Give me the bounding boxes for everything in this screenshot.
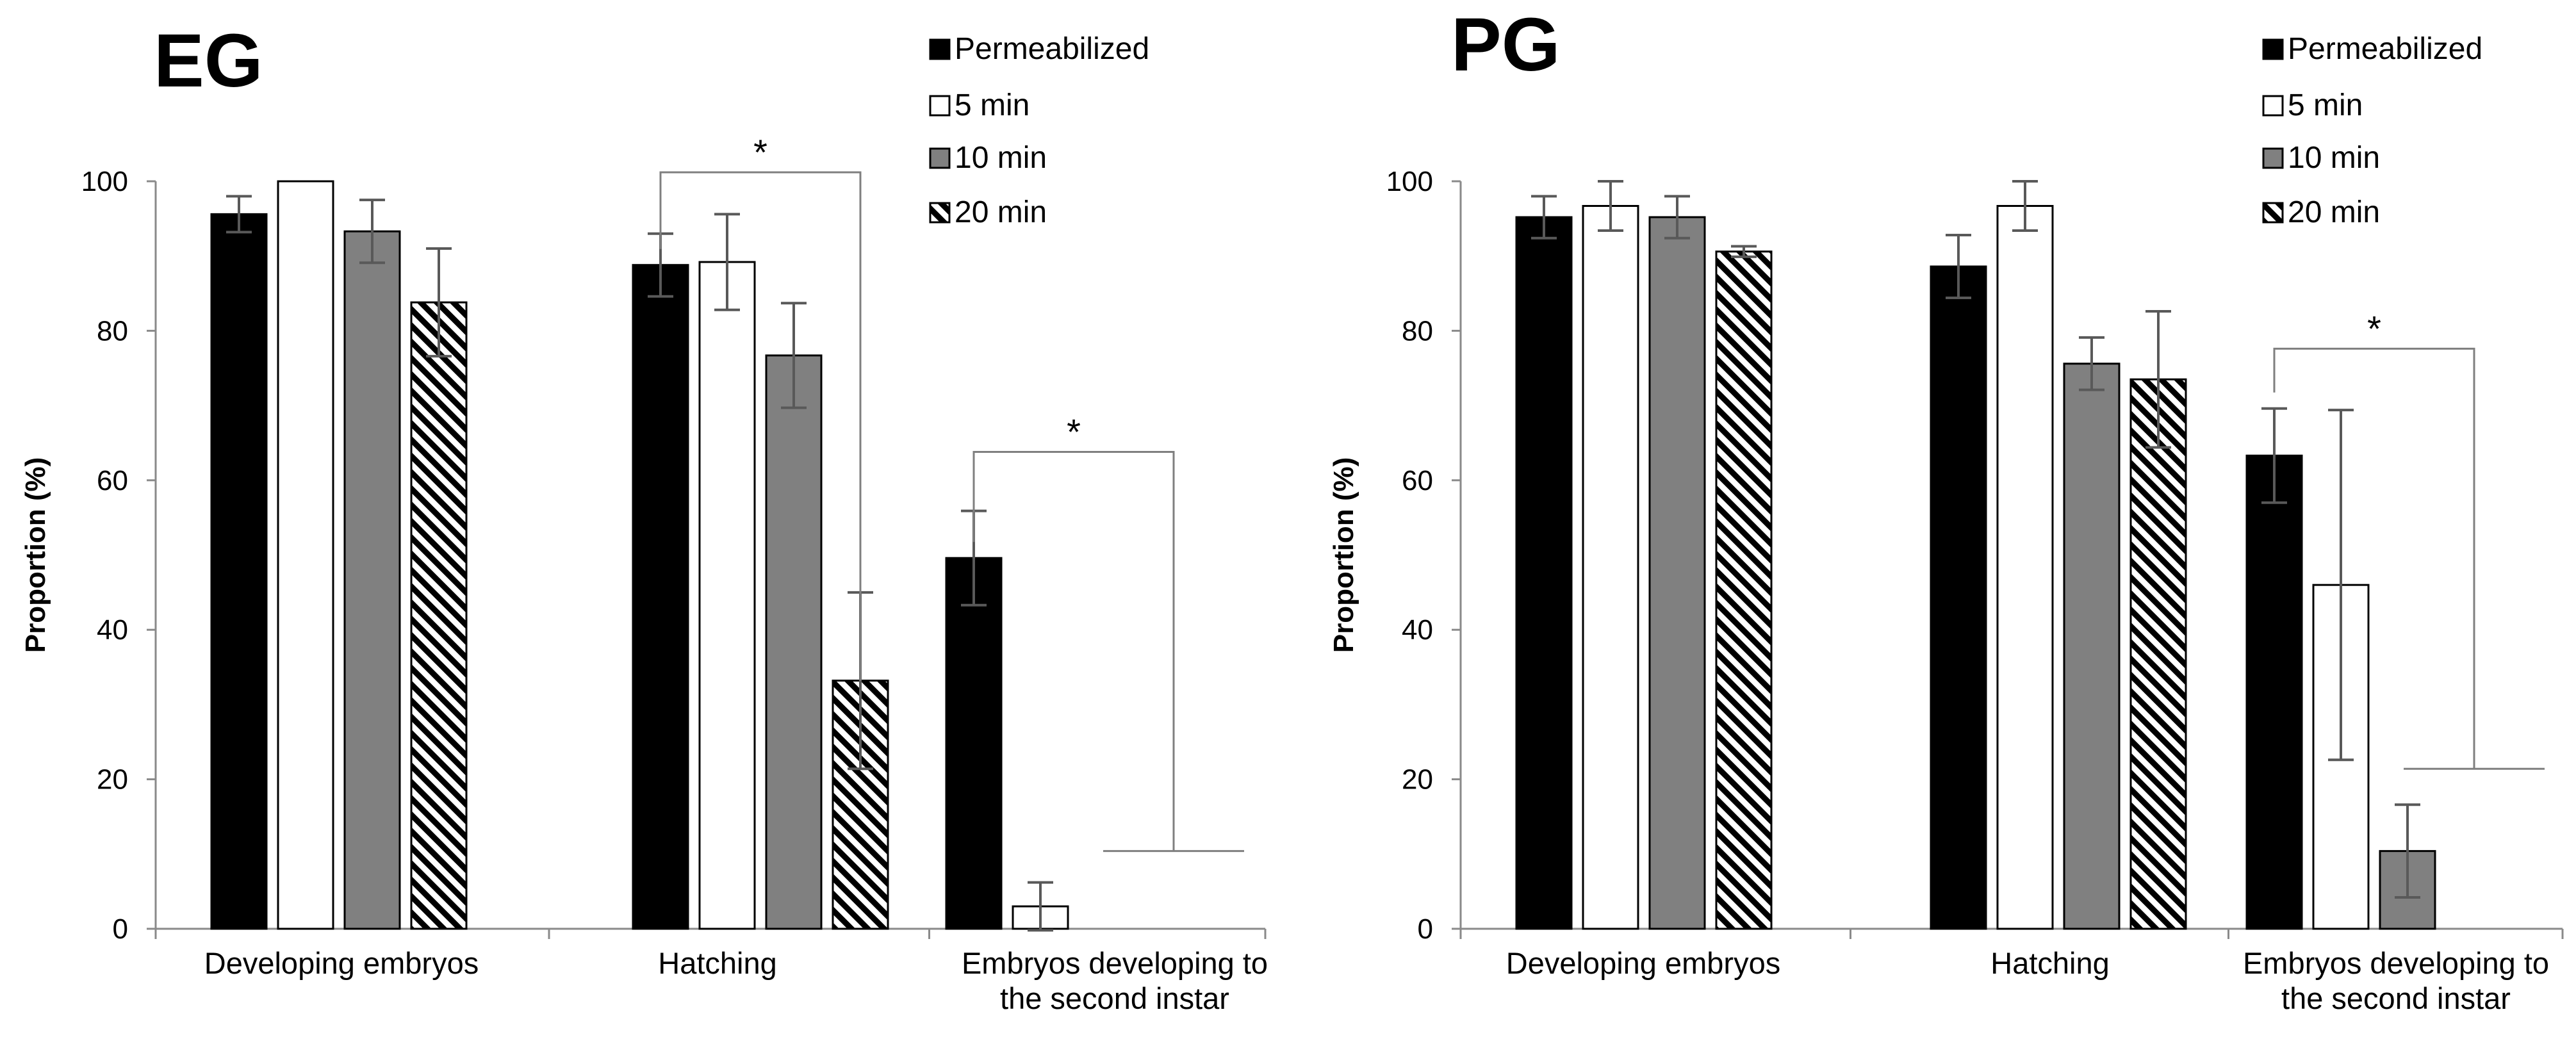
- y-tick-label: 0: [113, 913, 128, 945]
- bar: [343, 230, 401, 930]
- y-axis-label: Proportion (%): [1328, 457, 1359, 653]
- legend-swatch: [2262, 147, 2284, 169]
- bar: [1582, 205, 1639, 930]
- legend-swatch: [2262, 38, 2284, 60]
- x-category-label: the second instar: [1000, 981, 1229, 1015]
- bar: [765, 354, 823, 930]
- bar: [410, 301, 468, 930]
- y-tick-label: 40: [97, 614, 128, 646]
- legend-label: 5 min: [2288, 88, 2363, 122]
- chart-title: PG: [1451, 3, 1561, 87]
- y-tick-label: 20: [97, 764, 128, 796]
- y-tick-label: 20: [1402, 764, 1433, 796]
- bar: [210, 213, 268, 930]
- legend-swatch: [929, 95, 951, 117]
- legend-swatch: [2262, 202, 2284, 224]
- y-tick-label: 100: [81, 166, 128, 197]
- y-axis-label: Proportion (%): [20, 457, 51, 653]
- significance-bracket: [659, 171, 862, 681]
- x-category-label: Developing embryos: [204, 946, 479, 980]
- significance-star: *: [1067, 411, 1081, 452]
- legend-label: Permeabilized: [2288, 32, 2482, 66]
- bar: [1996, 205, 2054, 930]
- x-category-label: Embryos developing to: [962, 946, 1268, 980]
- bar: [1930, 265, 1987, 930]
- legend-label: 5 min: [955, 88, 1030, 122]
- y-tick-label: 60: [97, 465, 128, 496]
- x-category-label: Embryos developing to: [2243, 946, 2549, 980]
- bar: [1515, 216, 1573, 930]
- x-category-label: Developing embryos: [1506, 946, 1780, 980]
- significance-star: *: [753, 132, 767, 172]
- legend-label: Permeabilized: [955, 32, 1149, 66]
- legend-swatch: [929, 147, 951, 169]
- chart-title: EG: [154, 19, 263, 103]
- bar: [698, 261, 756, 930]
- legend-label: 20 min: [2288, 195, 2380, 229]
- y-tick-label: 80: [1402, 315, 1433, 347]
- bar: [1715, 250, 1773, 930]
- bar: [832, 680, 889, 930]
- bar: [1648, 216, 1706, 930]
- legend-swatch: [929, 38, 951, 60]
- chart-panel-eg: EG Proportion (%) 0 20 40 60 80 100 Developing e…: [20, 19, 1268, 1015]
- legend-swatch: [929, 202, 951, 224]
- significance-star: *: [2367, 308, 2381, 348]
- bar: [2063, 363, 2121, 930]
- significance-bracket: [972, 450, 1175, 851]
- legend-label: 20 min: [955, 195, 1047, 229]
- x-category-label: Hatching: [1990, 946, 2110, 980]
- legend-label: 10 min: [2288, 141, 2380, 175]
- bar: [632, 264, 689, 930]
- bar: [945, 557, 1003, 930]
- y-tick-label: 60: [1402, 465, 1433, 496]
- y-tick-label: 100: [1386, 166, 1433, 197]
- legend-swatch: [2262, 95, 2284, 117]
- y-tick-label: 0: [1418, 913, 1433, 945]
- y-tick-label: 40: [1402, 614, 1433, 646]
- bar: [277, 180, 334, 930]
- significance-bracket: [2273, 347, 2475, 769]
- bar: [2245, 454, 2303, 930]
- x-category-label: the second instar: [2281, 981, 2511, 1015]
- y-tick-label: 80: [97, 315, 128, 347]
- x-category-label: Hatching: [658, 946, 777, 980]
- bar: [2129, 378, 2187, 930]
- legend-label: 10 min: [955, 141, 1047, 175]
- chart-panel-pg: PG Proportion (%) 0 20 40 60 80 100 Developing e…: [1328, 3, 2564, 1015]
